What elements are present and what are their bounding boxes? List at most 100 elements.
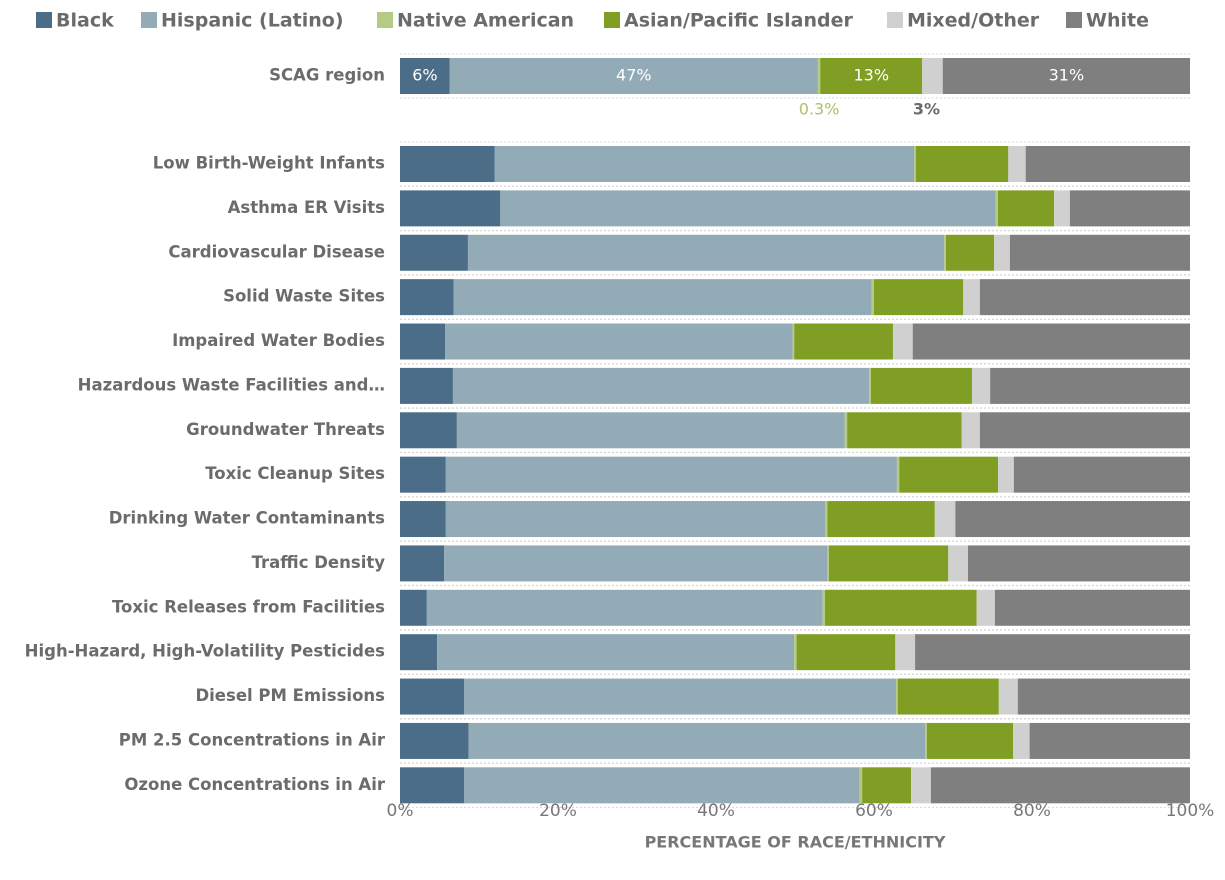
bar-segment — [995, 190, 999, 227]
legend-swatch — [141, 12, 157, 28]
bar-segment — [437, 634, 795, 671]
bar-segment — [494, 146, 915, 182]
bar-segment — [792, 323, 795, 360]
bar-segment — [794, 323, 893, 360]
bar-segment — [463, 767, 860, 804]
bar-segment — [453, 279, 872, 316]
bar-segment — [994, 234, 1010, 271]
bar-segment — [444, 545, 828, 582]
bar-segment — [948, 545, 969, 582]
bar-segment — [827, 501, 935, 538]
bar-segment — [400, 545, 445, 582]
bar-segment — [449, 58, 818, 94]
bar-segment — [467, 234, 945, 271]
bar-segment — [968, 545, 1190, 582]
x-axis-title: PERCENTAGE OF RACE/ETHNICITY — [645, 833, 946, 852]
bar-segment — [400, 323, 446, 360]
x-tick-label: 80% — [1013, 801, 1051, 821]
bar-segment — [914, 146, 916, 182]
x-tick-label: 20% — [539, 801, 577, 821]
bar-segment — [998, 456, 1014, 493]
bar-segment — [971, 367, 991, 404]
bar-segment — [400, 634, 438, 671]
bar-segment — [930, 767, 1190, 804]
bar-segment — [979, 412, 1190, 449]
legend-swatch — [887, 12, 903, 28]
bar-segment — [820, 58, 923, 94]
bar-segment — [828, 545, 949, 582]
bar-segment — [892, 323, 913, 360]
bar-segment — [925, 722, 927, 759]
category-label: Impaired Water Bodies — [172, 331, 385, 350]
bar-segment — [400, 678, 464, 715]
category-label: Solid Waste Sites — [223, 287, 385, 306]
category-label: SCAG region — [269, 66, 385, 85]
bar-segment — [822, 589, 826, 626]
category-label: Low Birth-Weight Infants — [153, 154, 385, 173]
legend-text: Asian/Pacific Islander — [624, 10, 854, 32]
value-label: 47% — [616, 66, 652, 85]
bar-segment — [400, 190, 501, 227]
category-label: Toxic Cleanup Sites — [205, 464, 385, 483]
bar-segment — [844, 412, 848, 449]
bar-segment — [870, 367, 972, 404]
bar-segment — [796, 634, 896, 671]
category-label: Toxic Releases from Facilities — [112, 597, 385, 616]
x-tick-label: 40% — [697, 801, 735, 821]
bar-segment — [1029, 722, 1190, 759]
bar-segment — [998, 678, 1018, 715]
value-label: 3% — [913, 100, 940, 119]
bar-segment — [945, 234, 995, 271]
bar-segment — [1008, 146, 1026, 182]
bar-segment — [463, 678, 897, 715]
bar-segment — [445, 323, 793, 360]
bar-segment — [862, 767, 912, 804]
legend-swatch — [377, 12, 393, 28]
legend-text: Hispanic (Latino) — [161, 10, 344, 32]
bar-segment — [1054, 190, 1070, 227]
bar-segment — [400, 456, 446, 493]
bar-segment — [990, 367, 1190, 404]
bar-segment — [426, 589, 823, 626]
category-label: Traffic Density — [252, 553, 386, 572]
bar-segment — [452, 367, 870, 404]
bar-segment — [1013, 722, 1030, 759]
bar-segment — [994, 589, 1190, 626]
bar-segment — [445, 456, 897, 493]
bar-segment — [934, 501, 956, 538]
bar-segment — [944, 234, 946, 271]
bar-segment — [926, 722, 1014, 759]
bar-segment — [445, 501, 826, 538]
bar-segment — [794, 634, 797, 671]
bar-segment — [896, 456, 900, 493]
bar-segment — [1017, 678, 1190, 715]
category-label: High-Hazard, High-Volatility Pesticides — [25, 642, 386, 661]
bar-segment — [400, 367, 453, 404]
bar-segment — [456, 412, 845, 449]
legend-text: Black — [56, 10, 114, 32]
bar-segment — [961, 412, 980, 449]
category-label: Groundwater Threats — [186, 420, 385, 439]
bar-segment — [827, 545, 829, 582]
value-label: 6% — [412, 66, 437, 85]
legend-swatch — [1066, 12, 1082, 28]
bar-segment — [468, 722, 926, 759]
bar-segment — [825, 501, 828, 538]
bar-segment — [400, 146, 495, 182]
bar-segment — [400, 589, 427, 626]
bar-segment — [998, 190, 1055, 227]
category-label: Ozone Concentrations in Air — [124, 775, 385, 794]
value-label: 0.3% — [799, 100, 840, 119]
bar-segment — [400, 501, 446, 538]
x-tick-label: 60% — [855, 801, 893, 821]
legend-text: Mixed/Other — [907, 10, 1040, 32]
bar-segment — [912, 323, 1190, 360]
category-label: PM 2.5 Concentrations in Air — [119, 730, 386, 749]
bar-segment — [1013, 456, 1190, 493]
bar-segment — [874, 279, 964, 316]
bar-segment — [1025, 146, 1190, 182]
legend-swatch — [36, 12, 52, 28]
bar-segment — [1009, 234, 1190, 271]
bar-segment — [500, 190, 996, 227]
